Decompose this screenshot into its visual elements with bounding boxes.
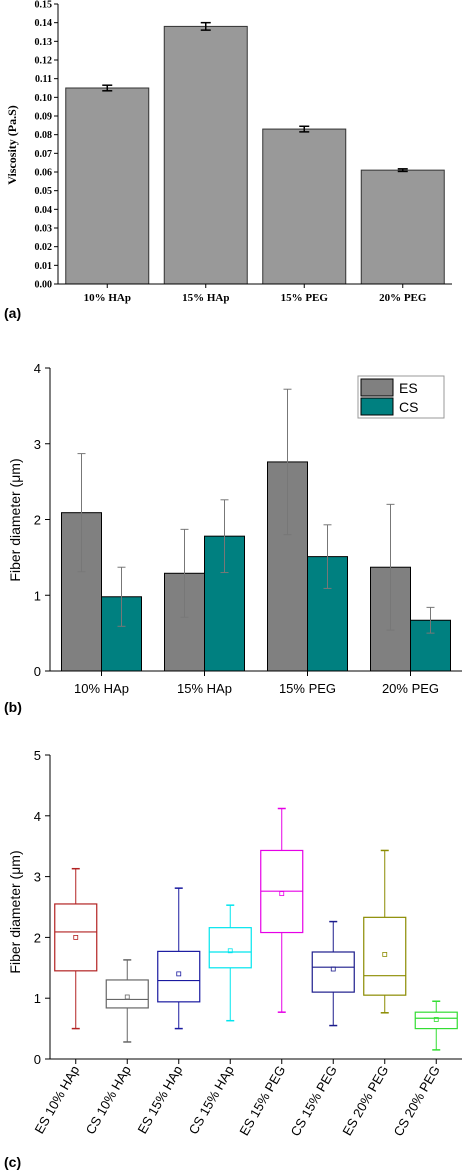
c-box-3	[208, 927, 252, 969]
c-y-tick-label: 2	[34, 930, 41, 945]
a-y-axis-ticks: 0.00 0.01 0.02 0.03 0.04 0.05 0.06 0.07 0.08 0.09…	[35, 0, 58, 291]
a-y-tick-label: 0.04	[35, 205, 53, 216]
a-y-tick-label: 0.07	[35, 149, 53, 160]
a-bar-2	[262, 128, 347, 285]
b-y-tick-label: 3	[34, 437, 41, 452]
c-box-5	[311, 951, 355, 993]
a-y-tick-label: 0.05	[35, 186, 53, 197]
a-y-tick-label: 0.01	[35, 261, 53, 272]
a-x-tick-label: 15% HAp	[182, 292, 229, 304]
c-mean-marker-0	[73, 935, 79, 940]
panel-c-label: (c)	[4, 1154, 21, 1170]
c-box-6	[363, 916, 407, 996]
a-y-tick-label: 0.03	[35, 224, 53, 235]
a-x-axis-labels: 10% HAp 15% HAp 15% PEG 20% PEG	[84, 284, 427, 304]
c-box-2	[157, 950, 201, 1003]
b-bars	[61, 388, 451, 672]
a-y-tick-label: 0.15	[35, 0, 53, 11]
b-y-tick-label: 1	[34, 588, 41, 603]
c-mean-marker-6	[382, 952, 388, 957]
a-x-tick-label: 15% PEG	[281, 292, 329, 304]
c-x-tick-label: ES 15% PEG	[236, 1063, 288, 1138]
c-x-tick-label: ES 10% HAp	[31, 1063, 82, 1136]
c-mean-marker-3	[227, 948, 233, 954]
a-y-tick-label: 0.11	[35, 74, 52, 85]
b-legend-swatch-es	[360, 378, 394, 397]
c-y-tick-label: 0	[34, 1052, 41, 1067]
c-box-7	[414, 1011, 458, 1030]
b-x-axis-labels: 10% HAp 15% HAp 15% PEG 20% PEG	[74, 671, 439, 696]
a-x-tick-label: 10% HAp	[84, 292, 131, 304]
c-y-axis-ticks: 0 1 2 3 4 5	[34, 748, 50, 1067]
b-y-tick-label: 0	[34, 664, 41, 679]
panel-b-label: (b)	[4, 699, 22, 715]
c-x-axis-labels: ES 10% HAp CS 10% HAp ES 15% HAp CS 15% HAp…	[31, 1059, 443, 1139]
b-y-axis-ticks: 0 1 2 3 4	[34, 361, 50, 679]
c-box-0	[54, 903, 98, 972]
panel-a-viscosity-chart: 0.00 0.01 0.02 0.03 0.04 0.05 0.06 0.07 0.08 0.09…	[4, 0, 452, 321]
c-box-1	[105, 979, 149, 1009]
c-x-tick-label: CS 15% HAp	[186, 1063, 237, 1137]
b-legend-label-cs: CS	[399, 399, 418, 415]
c-y-tick-label: 3	[34, 870, 41, 885]
c-x-tick-label: ES 20% PEG	[339, 1063, 391, 1138]
a-y-tick-label: 0.08	[35, 130, 53, 141]
c-x-tick-label: CS 20% PEG	[390, 1063, 442, 1139]
c-x-tick-label: ES 15% HAp	[134, 1063, 185, 1136]
a-y-tick-label: 0.02	[35, 242, 53, 253]
b-y-axis-title: Fiber diameter (μm)	[7, 458, 23, 581]
a-x-tick-label: 20% PEG	[379, 292, 427, 304]
c-mean-marker-1	[124, 994, 130, 1000]
c-boxes	[54, 807, 458, 1051]
c-mean-marker-5	[330, 966, 336, 972]
a-y-tick-label: 0.00	[35, 280, 53, 291]
c-mean-marker-7	[433, 1017, 439, 1022]
panel-a-label: (a)	[4, 305, 21, 321]
c-y-axis-title: Fiber diameter (μm)	[7, 850, 23, 973]
a-bar-3	[360, 169, 445, 285]
c-mean-marker-4	[279, 891, 285, 897]
c-y-tick-label: 1	[34, 991, 41, 1006]
a-y-axis-title: Viscosity (Pa.S)	[5, 105, 19, 185]
a-y-tick-label: 0.06	[35, 168, 53, 179]
c-y-tick-label: 5	[34, 748, 41, 763]
a-bars	[65, 21, 445, 285]
c-mean-marker-2	[176, 971, 182, 977]
c-x-tick-label: CS 10% HAp	[83, 1063, 134, 1137]
b-x-tick-label: 10% HAp	[74, 681, 129, 696]
b-legend-swatch-cs	[360, 397, 394, 416]
a-y-tick-label: 0.09	[35, 112, 53, 123]
c-y-tick-label: 4	[34, 809, 41, 824]
a-bar-1	[163, 25, 248, 285]
a-y-tick-label: 0.13	[35, 37, 53, 48]
a-bar-0	[65, 87, 150, 285]
a-y-tick-label: 0.12	[35, 56, 53, 67]
b-y-tick-label: 2	[34, 513, 41, 528]
b-y-tick-label: 4	[34, 361, 41, 376]
a-y-tick-label: 0.10	[35, 93, 53, 104]
c-x-tick-label: CS 15% PEG	[287, 1063, 339, 1139]
b-x-tick-label: 15% PEG	[279, 681, 336, 696]
b-legend: ES CS	[357, 375, 445, 419]
b-legend-label-es: ES	[399, 380, 418, 396]
a-y-tick-label: 0.14	[35, 18, 53, 29]
b-x-tick-label: 15% HAp	[177, 681, 232, 696]
b-x-tick-label: 20% PEG	[382, 681, 439, 696]
